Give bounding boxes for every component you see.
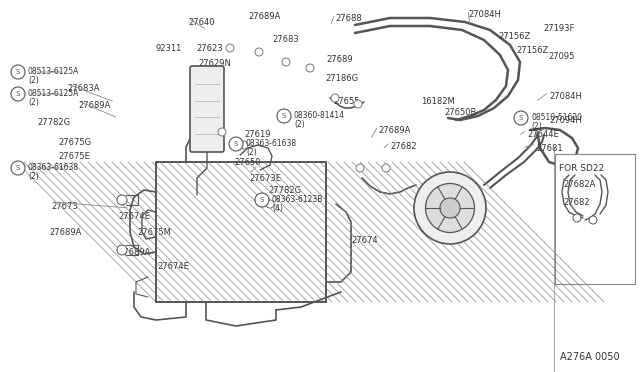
Text: 08510-51620: 08510-51620 [531,112,582,122]
Text: 27156Z: 27156Z [498,32,531,41]
Circle shape [255,193,269,207]
Circle shape [11,65,25,79]
Circle shape [117,195,127,205]
Circle shape [277,109,291,123]
Text: 27683A: 27683A [67,84,99,93]
Circle shape [589,216,597,224]
Circle shape [240,141,248,149]
Text: 27629N: 27629N [198,59,231,68]
Text: 27682: 27682 [563,198,589,207]
Text: 27094H: 27094H [549,116,582,125]
Text: 92311: 92311 [155,44,181,53]
Circle shape [226,44,234,52]
Text: 27623: 27623 [196,44,223,53]
Text: 27674E: 27674E [118,212,150,221]
Text: (2): (2) [28,171,39,180]
Text: 08513-6125A: 08513-6125A [28,89,79,97]
Circle shape [573,214,581,222]
Text: 27095: 27095 [548,52,574,61]
Circle shape [11,161,25,175]
Text: 27619: 27619 [244,130,271,139]
Bar [156,162,326,302]
Circle shape [331,94,339,102]
Circle shape [440,198,460,218]
Text: 27675E: 27675E [58,152,90,161]
Text: 27644E: 27644E [527,130,559,139]
Circle shape [356,164,364,172]
Text: S: S [260,197,264,203]
Text: (2): (2) [531,122,541,131]
Circle shape [117,245,127,255]
Text: 27186G: 27186G [325,74,358,83]
Bar [555,154,635,284]
Text: 08513-6125A: 08513-6125A [28,67,79,76]
Text: 27084H: 27084H [549,92,582,101]
Text: 27782G: 27782G [37,118,70,127]
Circle shape [282,58,290,66]
Circle shape [354,100,362,108]
Bar [156,162,326,302]
Text: 27640: 27640 [188,18,214,27]
Text: (4): (4) [272,203,283,212]
Text: 27193F: 27193F [543,24,574,33]
Circle shape [414,172,486,244]
Text: S: S [16,165,20,171]
Text: 27689A: 27689A [118,248,150,257]
Text: 27674E: 27674E [157,262,189,271]
Text: 27689A: 27689A [78,101,110,110]
Circle shape [229,137,243,151]
Text: S: S [519,115,523,121]
Text: 27782G: 27782G [268,186,301,195]
Text: 08363-61638: 08363-61638 [28,163,79,171]
Text: 27674: 27674 [351,236,378,245]
Text: 08360-81414: 08360-81414 [294,110,345,119]
Text: 27682A: 27682A [563,180,595,189]
Circle shape [426,183,474,232]
Circle shape [11,87,25,101]
Text: 27650B: 27650B [444,108,476,117]
Text: 27675: 27675 [194,122,221,131]
Circle shape [255,48,263,56]
Text: S: S [282,113,286,119]
Circle shape [306,64,314,72]
Text: 27689A: 27689A [378,126,410,135]
Circle shape [218,128,226,136]
Text: (2): (2) [246,148,257,157]
Text: 08363-61638: 08363-61638 [246,138,297,148]
Text: A276A 0050: A276A 0050 [560,352,620,362]
Text: 27683: 27683 [272,35,299,44]
Text: 27682: 27682 [390,142,417,151]
Text: 27689A: 27689A [248,12,280,21]
FancyBboxPatch shape [190,66,224,152]
Circle shape [382,164,390,172]
Text: 27655: 27655 [333,97,360,106]
Text: 27675M: 27675M [137,228,171,237]
Text: (2): (2) [28,76,39,84]
Text: 27689A: 27689A [49,228,81,237]
Text: 16182M: 16182M [421,97,455,106]
Text: 27673E: 27673E [249,174,281,183]
Text: S: S [16,91,20,97]
Text: 08363-6123B: 08363-6123B [272,195,323,203]
Text: FOR SD22: FOR SD22 [559,164,604,173]
Text: SEE SEC.274A: SEE SEC.274A [418,218,477,227]
Text: S: S [234,141,238,147]
Text: 27673: 27673 [51,202,77,211]
Circle shape [514,111,528,125]
Text: 27689: 27689 [326,55,353,64]
Text: (2): (2) [294,119,305,128]
Text: 27084H: 27084H [468,10,501,19]
Text: S: S [16,69,20,75]
Text: 27681: 27681 [536,144,563,153]
Circle shape [266,200,274,208]
Text: (2): (2) [28,97,39,106]
Text: 27675G: 27675G [58,138,91,147]
Text: 27156Z: 27156Z [516,46,548,55]
Text: 27688: 27688 [335,14,362,23]
Text: 27650: 27650 [234,158,260,167]
